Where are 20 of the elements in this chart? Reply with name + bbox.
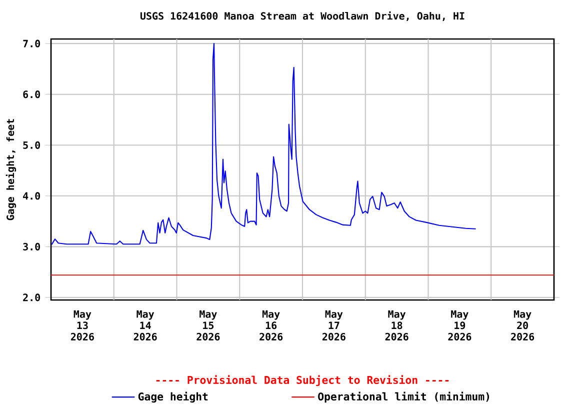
y-tick-label: 3.0 (23, 243, 40, 251)
x-tick-label: May 18 2026 (385, 310, 408, 341)
y-tick-label: 5.0 (23, 141, 40, 150)
y-tick-label: 6.0 (23, 90, 40, 98)
legend-label: Gage height (138, 392, 208, 403)
x-tick-label: May 13 2026 (70, 310, 94, 341)
y-tick-label: 2.0 (23, 294, 40, 302)
x-tick-label: May 15 2026 (196, 310, 220, 341)
text: ---- Provisional Data Subject to Revision ---- (156, 375, 449, 386)
x-tick-label: May 20 2026 (511, 310, 534, 341)
y-axis-title: Gage height, feet (6, 119, 16, 220)
legend-label: Operational limit (minimum) (318, 392, 489, 403)
y-tick-label: 7.0 (23, 40, 40, 48)
x-tick-label: May 17 2026 (322, 310, 346, 341)
x-tick-label: May 14 2026 (134, 310, 157, 341)
line-series (51, 43, 476, 246)
chart-title: USGS 16241600 Manoa Stream at Woodlawn Drive, Oahu, HI (140, 12, 464, 22)
x-tick-label: May 19 2026 (448, 310, 472, 341)
y-tick-label: 4.0 (23, 192, 40, 200)
x-tick-label: May 16 2026 (260, 310, 283, 341)
